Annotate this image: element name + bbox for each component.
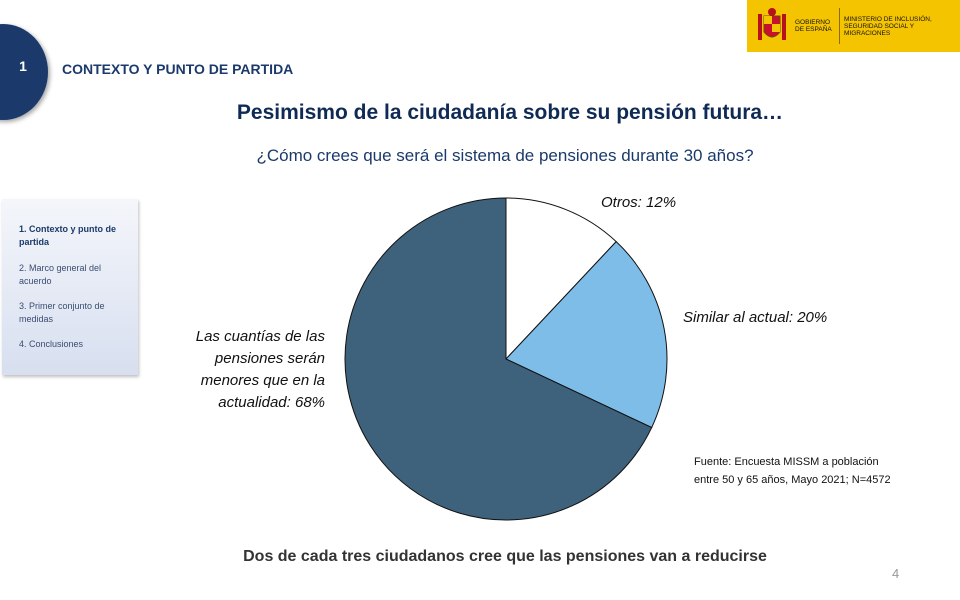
slice-label-menores-line: Las cuantías de las xyxy=(195,328,325,345)
government-label: GOBIERNO DE ESPAÑA xyxy=(795,19,832,33)
slice-label-menores-line: menores que en la xyxy=(200,372,325,389)
section-number: 1 xyxy=(19,58,27,74)
logo-divider xyxy=(839,8,840,44)
sidebar-item-medidas[interactable]: 3. Primer conjunto de medidas xyxy=(19,301,105,324)
sidebar-nav: 1. Contexto y punto de partida 2. Marco … xyxy=(2,199,138,375)
pie-slice-similar xyxy=(505,240,668,429)
coat-of-arms-icon xyxy=(758,8,786,40)
page-number: 4 xyxy=(892,566,900,581)
slice-label-otros: Otros: 12% xyxy=(601,194,677,211)
source-line: Fuente: Encuesta MISSM a población xyxy=(694,456,879,468)
pie-slice-otros xyxy=(505,197,617,361)
government-logo: GOBIERNO DE ESPAÑA MINISTERIO DE INCLUSI… xyxy=(747,0,960,52)
ministry-label: MINISTERIO DE INCLUSIÓN, SEGURIDAD SOCIA… xyxy=(844,15,932,37)
source-note: Fuente: Encuesta MISSM a población entre… xyxy=(694,453,891,489)
sidebar-item-conclusiones[interactable]: 4. Conclusiones xyxy=(19,339,84,349)
pie-slice-menores xyxy=(344,197,653,521)
conclusion-text: Dos de cada tres ciudadanos cree que las… xyxy=(243,548,767,565)
chart-question: ¿Cómo crees que será el sistema de pensi… xyxy=(256,146,754,165)
source-line: entre 50 y 65 años, Mayo 2021; N=4572 xyxy=(694,474,891,486)
slice-label-menores-line: pensiones serán xyxy=(214,350,325,367)
sidebar-item-marco[interactable]: 2. Marco general del acuerdo xyxy=(19,263,102,286)
slice-label-menores-line: actualidad: 68% xyxy=(218,394,325,411)
section-title: CONTEXTO Y PUNTO DE PARTIDA xyxy=(62,61,294,77)
slice-label-menores: Las cuantías de las pensiones serán meno… xyxy=(150,326,325,414)
sidebar-item-contexto[interactable]: 1. Contexto y punto de partida xyxy=(19,224,117,247)
page-title: Pesimismo de la ciudadanía sobre su pens… xyxy=(236,101,784,124)
slice-label-similar: Similar al actual: 20% xyxy=(683,309,828,326)
